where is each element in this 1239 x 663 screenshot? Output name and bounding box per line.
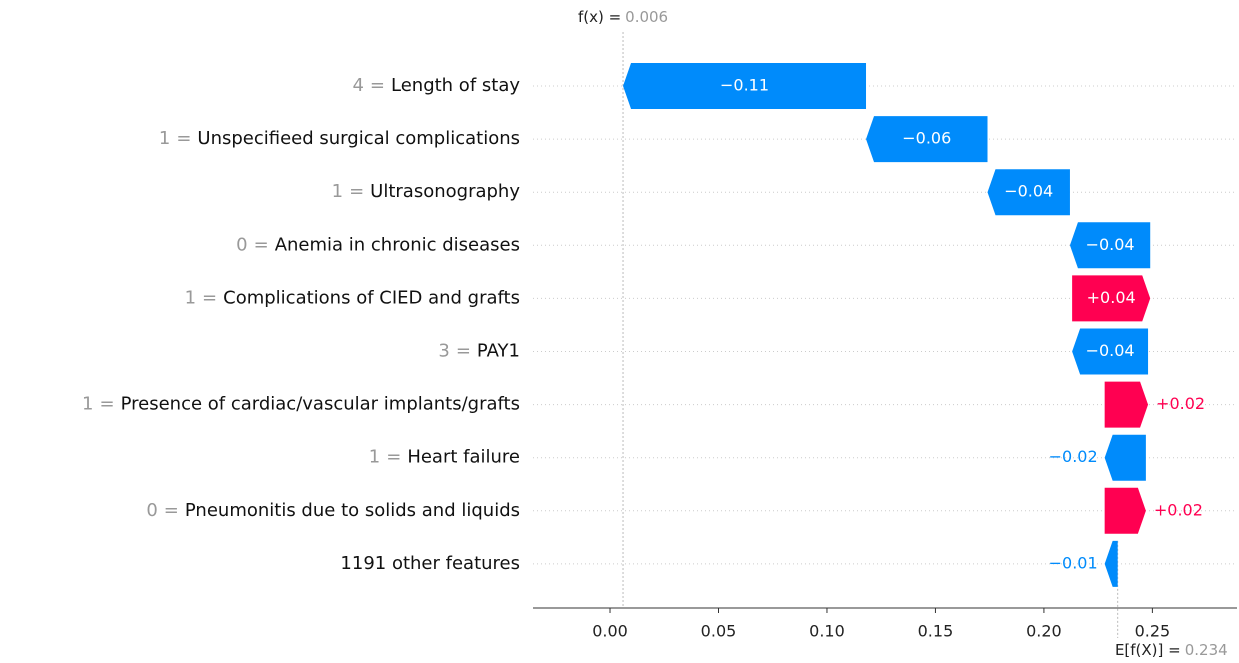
feature-label: 1 = Ultrasonography xyxy=(332,181,521,202)
feature-separator: = xyxy=(254,234,269,255)
feature-name: Length of stay xyxy=(391,75,520,96)
value-label: −0.02 xyxy=(1049,447,1098,466)
feature-value: 3 xyxy=(438,341,449,362)
bar xyxy=(1104,434,1146,481)
feature-label: 1191 other features xyxy=(340,553,520,574)
bar xyxy=(866,116,988,163)
value-label: −0.06 xyxy=(902,129,951,148)
feature-name: Unspecifieed surgical complications xyxy=(197,128,520,149)
feature-value: 1 xyxy=(82,394,93,415)
feature-name: Ultrasonography xyxy=(370,181,520,202)
feature-value: 1 xyxy=(332,181,343,202)
x-tick-label: 0.25 xyxy=(1135,622,1171,641)
feature-name: Pneumonitis due to solids and liquids xyxy=(185,500,520,521)
fx-value: 0.006 xyxy=(625,8,668,26)
feature-value: 1 xyxy=(369,447,380,468)
base-label: E[f(X)] = 0.234 xyxy=(1115,641,1228,659)
feature-label: 1 = Heart failure xyxy=(369,447,520,468)
feature-label: 0 = Pneumonitis due to solids and liquids xyxy=(146,500,520,521)
feature-value: 0 xyxy=(236,234,247,255)
value-label: +0.04 xyxy=(1087,288,1136,307)
feature-value: 1 xyxy=(159,128,170,149)
bar xyxy=(1072,275,1151,322)
feature-label: 0 = Anemia in chronic diseases xyxy=(236,234,520,255)
bar xyxy=(1104,540,1118,587)
fx-label: f(x) = 0.006 xyxy=(578,8,668,26)
feature-name: Heart failure xyxy=(407,447,520,468)
feature-label: 1 = Unspecifieed surgical complications xyxy=(159,128,520,149)
bar xyxy=(1072,328,1149,375)
feature-separator: = xyxy=(386,447,401,468)
feature-separator: = xyxy=(164,500,179,521)
bar xyxy=(1104,487,1146,534)
value-label: +0.02 xyxy=(1154,500,1203,519)
bar xyxy=(1104,381,1149,428)
feature-value: 4 xyxy=(352,75,363,96)
value-label: −0.04 xyxy=(1004,182,1053,201)
x-tick-label: 0.15 xyxy=(918,622,954,641)
x-tick-label: 0.20 xyxy=(1026,622,1062,641)
feature-separator: = xyxy=(370,75,385,96)
feature-value: 0 xyxy=(146,500,157,521)
feature-label: 1 = Complications of CIED and grafts xyxy=(185,287,520,308)
feature-value: 1 xyxy=(185,287,196,308)
value-label: −0.04 xyxy=(1086,341,1135,360)
feature-separator: = xyxy=(349,181,364,202)
base-name: E[f(X)] = xyxy=(1115,641,1181,659)
feature-name: Anemia in chronic diseases xyxy=(275,234,520,255)
x-tick-label: 0.00 xyxy=(592,622,628,641)
feature-name: PAY1 xyxy=(477,341,520,362)
bar xyxy=(987,169,1070,216)
feature-separator: = xyxy=(100,394,115,415)
feature-label: 3 = PAY1 xyxy=(438,341,520,362)
x-tick-label: 0.05 xyxy=(701,622,737,641)
feature-label: 1 = Presence of cardiac/vascular implants/… xyxy=(82,394,520,415)
feature-name: Presence of cardiac/vascular implants/gr… xyxy=(121,394,520,415)
x-tick-label: 0.10 xyxy=(809,622,845,641)
feature-separator: = xyxy=(176,128,191,149)
value-label: −0.01 xyxy=(1049,553,1098,572)
fx-name: f(x) = xyxy=(578,8,621,26)
feature-separator: = xyxy=(202,287,217,308)
feature-separator: = xyxy=(456,341,471,362)
bar xyxy=(1069,222,1151,269)
feature-name: 1191 other features xyxy=(340,553,520,574)
value-label: −0.11 xyxy=(720,76,769,95)
value-label: −0.04 xyxy=(1086,235,1135,254)
base-value: 0.234 xyxy=(1185,641,1228,659)
bar xyxy=(623,63,867,109)
feature-name: Complications of CIED and grafts xyxy=(223,287,520,308)
value-label: +0.02 xyxy=(1156,394,1205,413)
feature-label: 4 = Length of stay xyxy=(352,75,520,96)
